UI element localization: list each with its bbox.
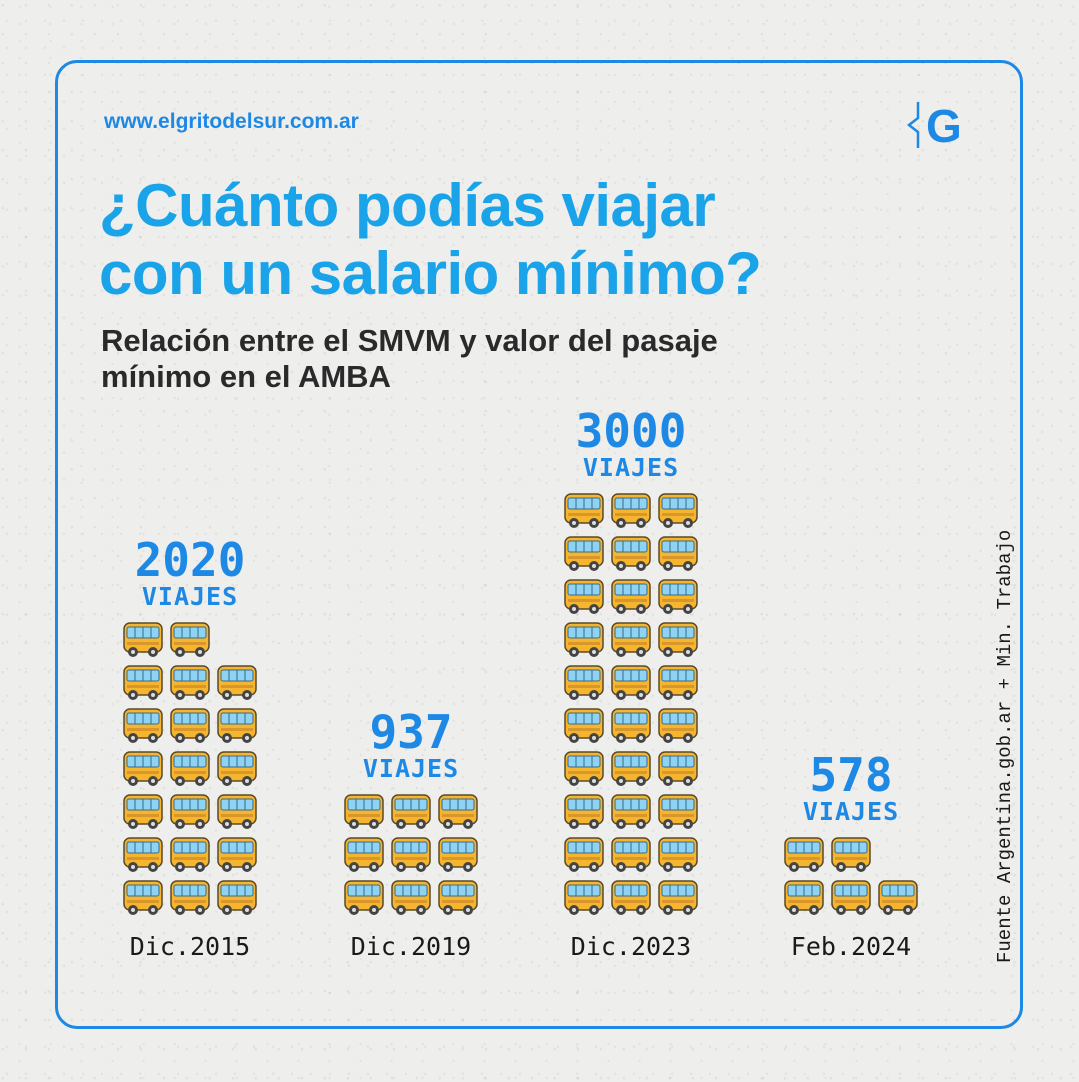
bus-icon: [122, 749, 164, 789]
bus-icon: [343, 792, 385, 832]
bus-icon: [216, 878, 258, 918]
bus-icon: [657, 577, 699, 617]
bus-icon: [657, 534, 699, 574]
bus-icon: [343, 878, 385, 918]
bus-icon: [610, 878, 652, 918]
bus-icon: [610, 835, 652, 875]
bus-icon: [343, 835, 385, 875]
bus-icon: [657, 878, 699, 918]
bus-icon: [122, 792, 164, 832]
subtitle-line-1: Relación entre el SMVM y valor del pasaj…: [101, 323, 718, 358]
site-url[interactable]: www.elgritodelsur.com.ar: [104, 110, 359, 133]
value-label: 937: [369, 705, 453, 759]
bus-icon: [216, 663, 258, 703]
value-unit-label: VIAJES: [802, 797, 900, 826]
bus-icon: [783, 835, 825, 875]
bus-icon: [563, 749, 605, 789]
bus-icon: [657, 835, 699, 875]
bus-icon: [563, 620, 605, 660]
bus-icon: [169, 706, 211, 746]
bus-icon: [563, 663, 605, 703]
category-label: Dic.2023: [570, 932, 692, 961]
bus-icon: [830, 878, 872, 918]
title-line-1: ¿Cuánto podías viajar: [99, 172, 716, 239]
bus-icon: [610, 620, 652, 660]
value-label: 3000: [575, 404, 687, 458]
bus-icon: [437, 878, 479, 918]
bus-icon: [657, 792, 699, 832]
bus-icon: [169, 792, 211, 832]
value-unit-label: VIAJES: [582, 453, 680, 482]
bus-icon: [437, 835, 479, 875]
bus-icon: [390, 878, 432, 918]
brand-logo: G: [902, 96, 982, 156]
bus-icon: [122, 835, 164, 875]
bus-icon: [216, 706, 258, 746]
bus-icon: [610, 577, 652, 617]
page-subtitle: Relación entre el SMVM y valor del pasaj…: [101, 323, 901, 395]
source-note: Fuente Argentina.gob.ar + Min. Trabajo: [994, 529, 1016, 963]
bus-icon: [610, 706, 652, 746]
subtitle-line-2: mínimo en el AMBA: [101, 359, 391, 394]
bus-icon: [783, 878, 825, 918]
bus-icon: [169, 620, 211, 660]
bus-icon: [122, 620, 164, 660]
bus-icon: [390, 835, 432, 875]
value-label: 578: [809, 748, 893, 802]
bus-icon: [610, 491, 652, 531]
bus-icon: [657, 663, 699, 703]
bus-icon: [610, 534, 652, 574]
bus-icon: [877, 878, 919, 918]
bus-icon: [657, 749, 699, 789]
category-label: Dic.2015: [129, 932, 251, 961]
bus-icon: [216, 835, 258, 875]
value-label: 2020: [134, 533, 246, 587]
bus-icon: [122, 878, 164, 918]
bus-icon: [122, 663, 164, 703]
title-line-2: con un salario mínimo?: [99, 240, 762, 307]
bus-icon: [610, 792, 652, 832]
bus-icon: [216, 792, 258, 832]
bus-icon: [830, 835, 872, 875]
card-frame: [55, 60, 1023, 1029]
bus-icon: [169, 663, 211, 703]
bus-icon: [216, 749, 258, 789]
bus-icon: [657, 491, 699, 531]
bus-icon: [169, 878, 211, 918]
page-title: ¿Cuánto podías viajar con un salario mín…: [99, 172, 762, 308]
bus-icon: [563, 835, 605, 875]
bus-icon: [657, 620, 699, 660]
bus-icon: [563, 491, 605, 531]
bus-icon: [610, 663, 652, 703]
bus-icon: [563, 878, 605, 918]
bus-icon: [563, 577, 605, 617]
bracket-icon: [906, 102, 920, 148]
category-label: Feb.2024: [790, 932, 912, 961]
bus-icon: [169, 749, 211, 789]
bus-icon: [610, 749, 652, 789]
logo-letter: G: [926, 100, 962, 152]
bus-icon: [122, 706, 164, 746]
value-unit-label: VIAJES: [141, 582, 239, 611]
bus-icon: [563, 534, 605, 574]
value-unit-label: VIAJES: [362, 754, 460, 783]
bus-icon: [657, 706, 699, 746]
bus-icon: [390, 792, 432, 832]
bus-icon: [437, 792, 479, 832]
bus-icon: [563, 792, 605, 832]
bus-icon: [169, 835, 211, 875]
category-label: Dic.2019: [350, 932, 472, 961]
bus-icon: [563, 706, 605, 746]
